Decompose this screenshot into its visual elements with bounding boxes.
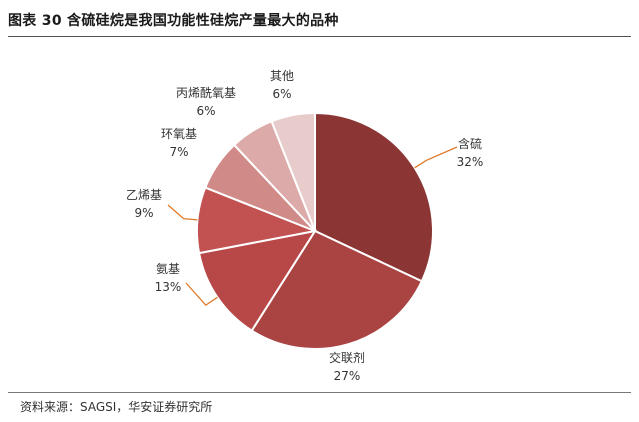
slice-value-5: 6% <box>196 104 215 118</box>
pie-slice-1 <box>250 229 424 350</box>
leader-line-3 <box>167 204 198 221</box>
slice-label-2: 氨基 <box>156 262 180 276</box>
slice-label-4: 环氧基 <box>161 127 197 141</box>
slice-value-4: 7% <box>169 145 188 159</box>
slice-label-1: 交联剂 <box>329 350 365 365</box>
slice-value-0: 32% <box>457 155 484 169</box>
pie-slice-0 <box>314 111 434 283</box>
source-rule <box>8 392 631 393</box>
slice-value-2: 13% <box>155 280 182 294</box>
slice-label-3: 乙烯基 <box>126 188 162 202</box>
pie-slice-2 <box>197 229 318 333</box>
title-rule <box>8 36 631 37</box>
slice-value-3: 9% <box>134 206 153 220</box>
chart-title: 图表 30 含硫硅烷是我国功能性硅烷产量最大的品种 <box>8 13 339 29</box>
slice-value-6: 6% <box>272 87 291 101</box>
slice-label-6: 其他 <box>270 69 294 83</box>
slice-label-0: 含硫 <box>458 136 482 151</box>
leader-line-0 <box>414 146 458 169</box>
source-note: 资料来源：SAGSI，华安证券研究所 <box>20 400 213 414</box>
leader-line-2 <box>185 282 218 307</box>
slice-value-1: 27% <box>334 369 361 383</box>
slice-label-5: 丙烯酰氧基 <box>176 86 236 100</box>
pie-slice-6 <box>270 111 316 232</box>
